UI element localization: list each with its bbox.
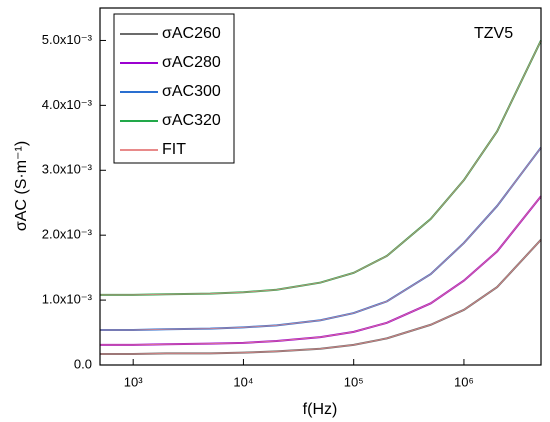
x-axis-label: f(Hz) <box>303 401 338 418</box>
y-tick-label: 0.0 <box>74 356 92 371</box>
x-tick-label: 10³ <box>124 374 143 389</box>
fit-line <box>100 239 542 355</box>
fit-line <box>100 147 542 331</box>
x-tick-label: 10⁴ <box>233 374 253 389</box>
fit-line <box>100 195 542 346</box>
legend-box <box>113 13 235 164</box>
x-tick-label: 10⁶ <box>454 374 474 389</box>
y-tick-label: 4.0x10⁻³ <box>42 97 93 112</box>
legend-label: FIT <box>162 141 186 158</box>
y-axis-label: σAC (S·m⁻¹) <box>13 141 30 231</box>
y-tick-label: 5.0x10⁻³ <box>42 32 93 47</box>
annotation: TZV5 <box>474 25 513 42</box>
legend-label: σAC260 <box>162 25 221 42</box>
legend-label: σAC320 <box>162 112 221 129</box>
x-tick-label: 10⁵ <box>344 374 364 389</box>
legend-label: σAC300 <box>162 83 221 100</box>
fit-line <box>100 40 542 296</box>
y-tick-label: 3.0x10⁻³ <box>42 162 93 177</box>
y-tick-label: 1.0x10⁻³ <box>42 292 93 307</box>
y-tick-label: 2.0x10⁻³ <box>42 227 93 242</box>
plot-frame <box>99 7 542 366</box>
legend-label: σAC280 <box>162 54 221 71</box>
